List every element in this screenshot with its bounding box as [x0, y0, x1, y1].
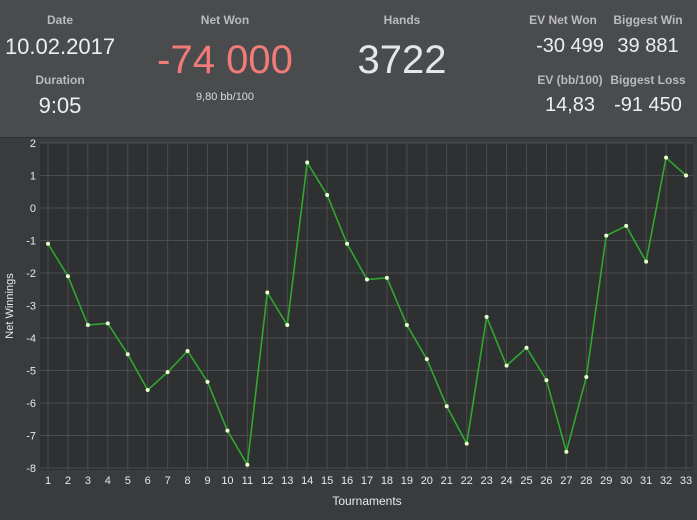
- data-point: [564, 449, 569, 454]
- biggest-win-value: 39 881: [617, 35, 679, 57]
- data-point: [444, 404, 449, 409]
- data-point: [145, 388, 150, 392]
- data-point: [484, 314, 489, 319]
- data-point: [624, 223, 629, 228]
- x-tick-label: 22: [461, 475, 473, 487]
- data-point: [245, 462, 250, 467]
- y-tick-label: -1: [26, 236, 36, 248]
- y-tick-label: -7: [26, 431, 36, 443]
- data-point: [205, 379, 210, 384]
- x-tick-label: 11: [242, 475, 253, 487]
- y-tick-label: -3: [26, 301, 36, 313]
- x-tick-label: 15: [321, 475, 333, 487]
- y-axis-title: Net Winnings: [4, 273, 16, 339]
- data-point: [225, 428, 230, 433]
- x-tick-label: 32: [660, 475, 672, 487]
- y-tick-label: -6: [26, 398, 36, 410]
- data-point: [285, 323, 290, 327]
- hands-label: Hands: [383, 13, 421, 27]
- x-tick-label: 18: [381, 475, 393, 487]
- net-won-sub: 9,80 bb/100: [195, 91, 255, 103]
- x-tick-label: 14: [301, 475, 313, 487]
- y-tick-label: -5: [26, 366, 36, 378]
- net-won-value: -74 000: [157, 38, 293, 82]
- y-tick-label: -2: [26, 268, 36, 280]
- x-tick-label: 16: [341, 475, 353, 487]
- data-point: [305, 160, 310, 165]
- x-tick-label: 12: [261, 475, 273, 487]
- x-tick-label: 24: [500, 475, 512, 487]
- data-point: [404, 323, 409, 327]
- data-point: [65, 274, 70, 279]
- x-tick-label: 13: [281, 475, 293, 487]
- x-axis-title: Tournaments: [332, 494, 401, 508]
- x-tick-label: 7: [165, 475, 171, 487]
- data-point: [684, 173, 688, 178]
- x-tick-label: 4: [105, 475, 111, 487]
- y-tick-label: 2: [30, 138, 36, 150]
- net-won-label: Net Won: [200, 13, 250, 27]
- data-point: [165, 370, 170, 375]
- data-point: [424, 357, 429, 362]
- data-point: [125, 352, 130, 357]
- x-tick-label: 25: [520, 475, 532, 487]
- data-point: [85, 323, 90, 327]
- ev-bb100-value: 14,83: [544, 94, 596, 116]
- data-point: [325, 193, 330, 197]
- x-tick-label: 17: [361, 475, 373, 487]
- hands-value: 3722: [357, 38, 447, 82]
- biggest-loss-label: Biggest Loss: [610, 73, 686, 87]
- x-tick-label: 27: [560, 475, 572, 487]
- data-point: [365, 277, 369, 282]
- x-tick-label: 28: [580, 475, 592, 487]
- chart-area: 2 1 0 -1 -2 -3 -4 -5 -6 -7 -8 1 2 3 4 5 6 7 8 9 10 11 12 13 14 15…: [0, 138, 697, 515]
- data-point: [384, 275, 389, 280]
- x-tick-label: 29: [600, 475, 612, 487]
- x-tick-label: 5: [125, 475, 131, 487]
- ev-net-won-value: -30 499: [536, 35, 604, 57]
- x-tick-label: 8: [185, 475, 191, 487]
- data-point: [664, 155, 669, 160]
- stats-panel: Date 10.02.2017 Duration 9:05 Net Won -7…: [0, 0, 697, 138]
- x-tick-label: 9: [204, 475, 210, 487]
- x-tick-label: 31: [640, 475, 652, 487]
- biggest-win-label: Biggest Win: [613, 13, 683, 27]
- x-tick-label: 6: [145, 475, 151, 487]
- x-tick-label: 26: [540, 475, 552, 487]
- data-point: [185, 349, 190, 353]
- x-tick-label: 23: [481, 475, 493, 487]
- x-tick-label: 30: [620, 475, 632, 487]
- ev-net-won-label: EV Net Won: [529, 13, 597, 27]
- y-tick-label: -8: [26, 463, 36, 475]
- y-tick-label: -4: [26, 333, 36, 345]
- data-point: [604, 233, 609, 238]
- x-tick-label: 3: [85, 475, 91, 487]
- date-value: 10.02.2017: [4, 34, 116, 59]
- x-tick-label: 21: [441, 475, 453, 487]
- data-point: [644, 259, 649, 264]
- x-tick-label: 10: [221, 475, 233, 487]
- biggest-loss-value: -91 450: [614, 94, 682, 116]
- duration-label: Duration: [35, 73, 85, 87]
- data-point: [544, 378, 549, 383]
- data-point: [464, 441, 469, 446]
- ev-bb100-label: EV (bb/100): [537, 73, 603, 87]
- data-point: [524, 345, 529, 350]
- data-point: [265, 290, 270, 295]
- x-tick-label: 1: [45, 475, 51, 487]
- y-tick-label: 1: [30, 171, 36, 183]
- net-winnings-chart: 210-1-2-3-4-5-6-7-81 2 3 4 5 6 7 8 9 10 11 12 13 14 15…: [4, 138, 693, 508]
- x-tick-label: 20: [421, 475, 433, 487]
- data-point: [105, 321, 110, 326]
- data-point: [46, 241, 50, 246]
- data-point: [504, 363, 509, 368]
- date-label: Date: [46, 13, 74, 27]
- y-tick-label: 0: [30, 203, 36, 215]
- x-tick-label: 19: [401, 475, 413, 487]
- x-tick-label: 33: [680, 475, 692, 487]
- duration-value: 9:05: [38, 93, 82, 118]
- data-point: [584, 375, 589, 379]
- data-point: [345, 241, 350, 246]
- x-tick-label: 2: [65, 475, 71, 487]
